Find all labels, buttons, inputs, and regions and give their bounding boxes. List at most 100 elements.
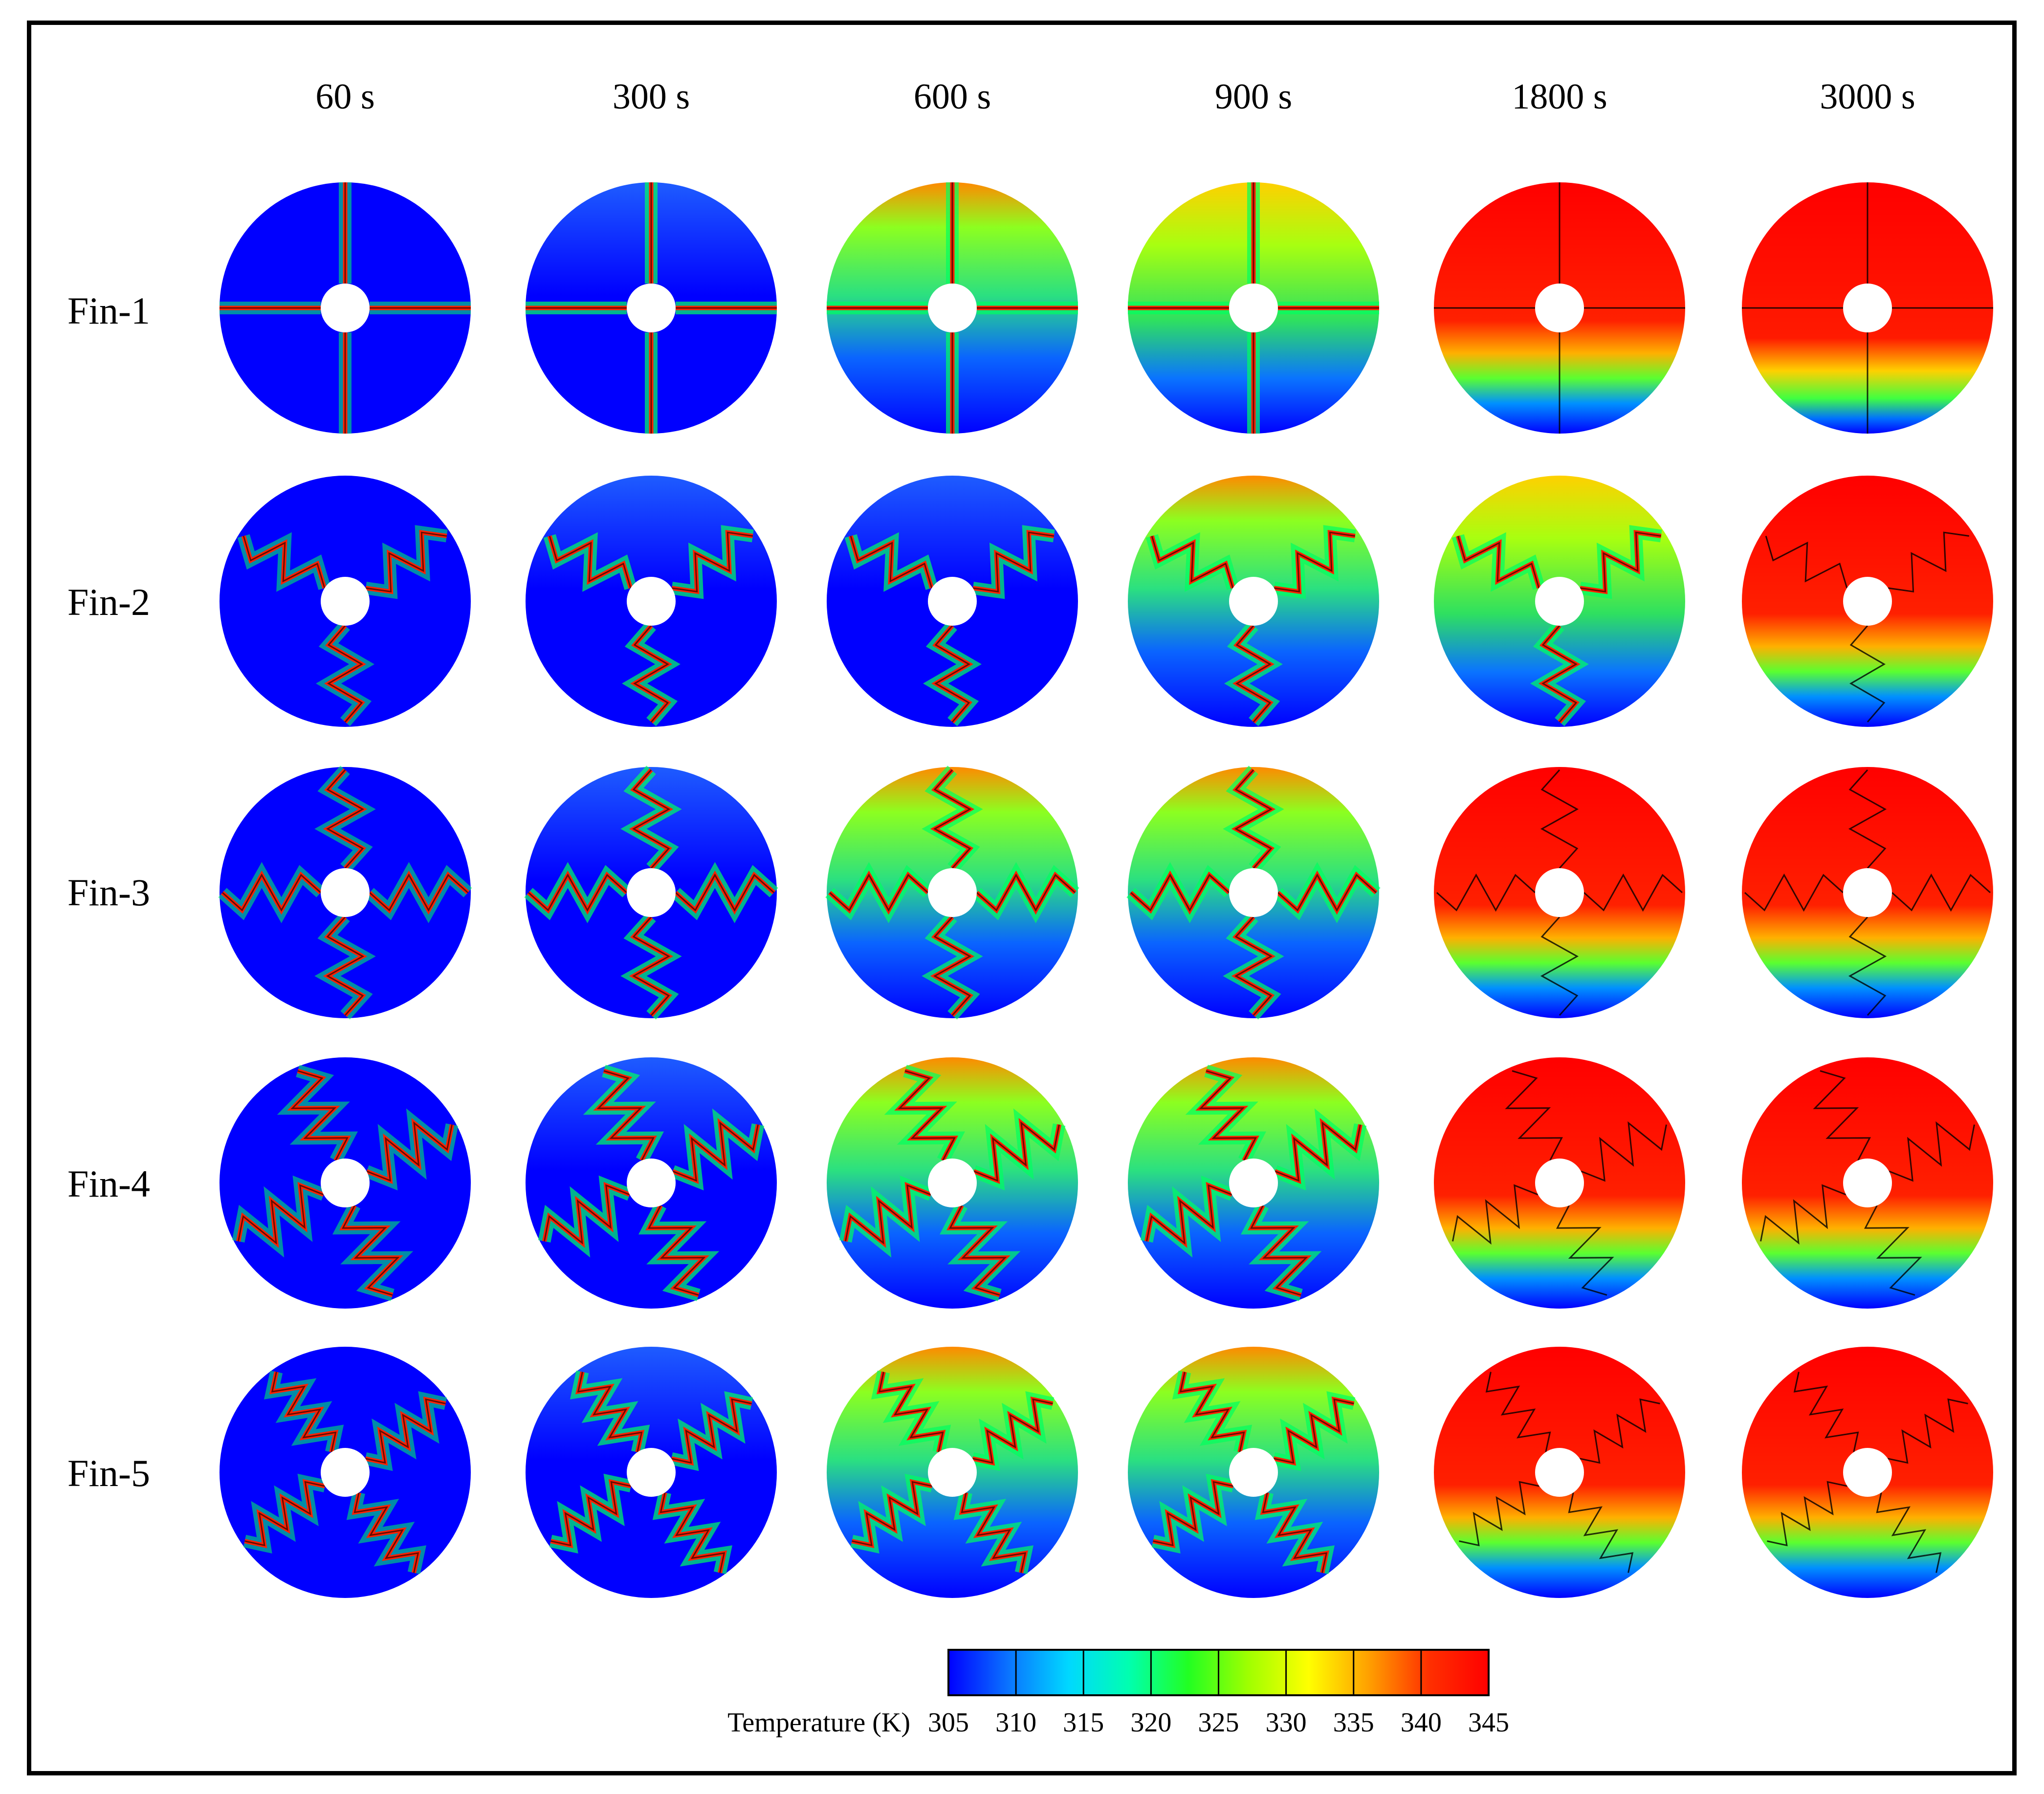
time-label-900s: 900 s (1215, 77, 1292, 117)
fin-outline (1765, 536, 1848, 589)
fin-outline (850, 536, 933, 589)
fin-outline (1760, 1184, 1846, 1245)
fin-outline (852, 1481, 933, 1547)
contour-panel-fin4-t2 (526, 1057, 777, 1309)
fin-outline (949, 1205, 1007, 1296)
fin-outline (1146, 1184, 1232, 1245)
fin-outline (1199, 1070, 1257, 1161)
fin-outline (933, 769, 972, 869)
heat-transfer-tube (928, 1159, 977, 1207)
fin-outline (845, 1184, 931, 1245)
heat-transfer-tube (1229, 1159, 1278, 1207)
fin-outline (596, 1070, 655, 1161)
contour-panel-grid (218, 182, 1993, 1598)
fin-outline (326, 769, 365, 869)
fin-outline (1275, 1121, 1361, 1182)
heat-transfer-tube (1843, 868, 1892, 917)
heat-transfer-tube (321, 868, 370, 917)
fin-outline (1848, 916, 1887, 1016)
heat-transfer-tube (1229, 1448, 1278, 1497)
fin-outline (671, 531, 753, 593)
contour-panel-fin1-t2 (526, 182, 777, 434)
fin-outline (366, 1121, 453, 1182)
contour-panel-fin2-t5 (1434, 476, 1685, 727)
contour-panel-fin3-t3 (825, 766, 1079, 1020)
contour-panel-fin2-t2 (526, 476, 777, 727)
fin-outline (238, 1184, 324, 1245)
contour-panel-fin1-t3 (827, 182, 1078, 434)
colorbar-tick-305: 305 (928, 1707, 969, 1738)
time-label-600s: 600 s (914, 77, 991, 117)
fin-outline (242, 536, 326, 589)
fin-outline (672, 1121, 759, 1182)
colorbar-tick-310: 310 (995, 1707, 1036, 1738)
contour-panel-fin4-t4 (1128, 1057, 1379, 1309)
contour-panel-fin4-t6 (1742, 1057, 1993, 1309)
contour-panel-fin1-t1 (220, 182, 471, 434)
fin-label-5: Fin-5 (67, 1452, 150, 1494)
contour-panel-fin3-t4 (1126, 766, 1381, 1020)
heat-transfer-tube (1229, 868, 1278, 917)
contour-panel-fin1-t6 (1742, 182, 1993, 434)
heat-transfer-tube (627, 868, 676, 917)
fin-outline (1262, 1492, 1328, 1573)
fin-outline (544, 1184, 630, 1245)
heat-transfer-tube (321, 284, 370, 332)
fin-outline (1891, 873, 1991, 912)
fin-outline (1130, 873, 1230, 912)
contour-panel-fin2-t3 (827, 476, 1078, 727)
fin-outline (1505, 1070, 1563, 1161)
fin-outline (290, 1070, 349, 1161)
heat-transfer-tube (928, 577, 977, 626)
fin-outline (1580, 531, 1662, 593)
contour-panel-fin3-t5 (1434, 767, 1685, 1018)
fin-row-labels: Fin-1 Fin-2 Fin-3 Fin-4 Fin-5 (67, 289, 150, 1494)
heat-transfer-tube (627, 284, 676, 332)
colorbar-title: Temperature (K) (727, 1707, 910, 1738)
fin-outline (632, 916, 671, 1016)
fin-outline (1179, 1372, 1245, 1453)
heat-transfer-tube (1535, 868, 1584, 917)
heat-transfer-tube (1535, 1159, 1584, 1207)
time-label-1800s: 1800 s (1512, 77, 1607, 117)
fin-outline (369, 873, 469, 912)
fin-outline (1887, 1398, 1968, 1464)
fin-outline (527, 873, 628, 912)
fin-outline (221, 873, 322, 912)
contour-panel-fin2-t1 (220, 476, 471, 727)
fin-outline (1235, 625, 1272, 722)
heat-transfer-tube (1535, 1448, 1584, 1497)
fin-outline (933, 916, 972, 1016)
fin-outline (1540, 769, 1579, 869)
fin-outline (1767, 1481, 1848, 1547)
fin-outline (633, 625, 669, 722)
fin-label-3: Fin-3 (67, 871, 150, 914)
heat-transfer-tube (627, 577, 676, 626)
contour-panel-fin5-t3 (827, 1347, 1078, 1598)
fin-outline (961, 1492, 1027, 1573)
fin-outline (1888, 531, 1970, 593)
heat-transfer-tube (1843, 1448, 1892, 1497)
fin-outline (1274, 531, 1356, 593)
fin-outline (1889, 1121, 1975, 1182)
fin-outline (1864, 1205, 1922, 1296)
fin-outline (1436, 873, 1536, 912)
contour-panel-fin4-t3 (827, 1057, 1078, 1309)
contour-panel-fin4-t1 (220, 1057, 471, 1309)
heat-transfer-tube (1843, 1159, 1892, 1207)
fin-outline (1250, 1205, 1308, 1296)
colorbar-tick-340: 340 (1401, 1707, 1442, 1738)
fin-outline (244, 1481, 326, 1547)
time-label-60s: 60 s (315, 77, 374, 117)
fin-outline (675, 873, 775, 912)
colorbar-tick-330: 330 (1266, 1707, 1307, 1738)
contour-panel-fin4-t5 (1434, 1057, 1685, 1309)
fin-outline (972, 531, 1055, 593)
fin-outline (1485, 1372, 1551, 1453)
colorbar-tick-335: 335 (1333, 1707, 1374, 1738)
fin-outline (1541, 625, 1578, 722)
fin-outline (1568, 1492, 1634, 1573)
fin-outline (973, 1121, 1060, 1182)
fin-outline (1273, 1398, 1354, 1464)
